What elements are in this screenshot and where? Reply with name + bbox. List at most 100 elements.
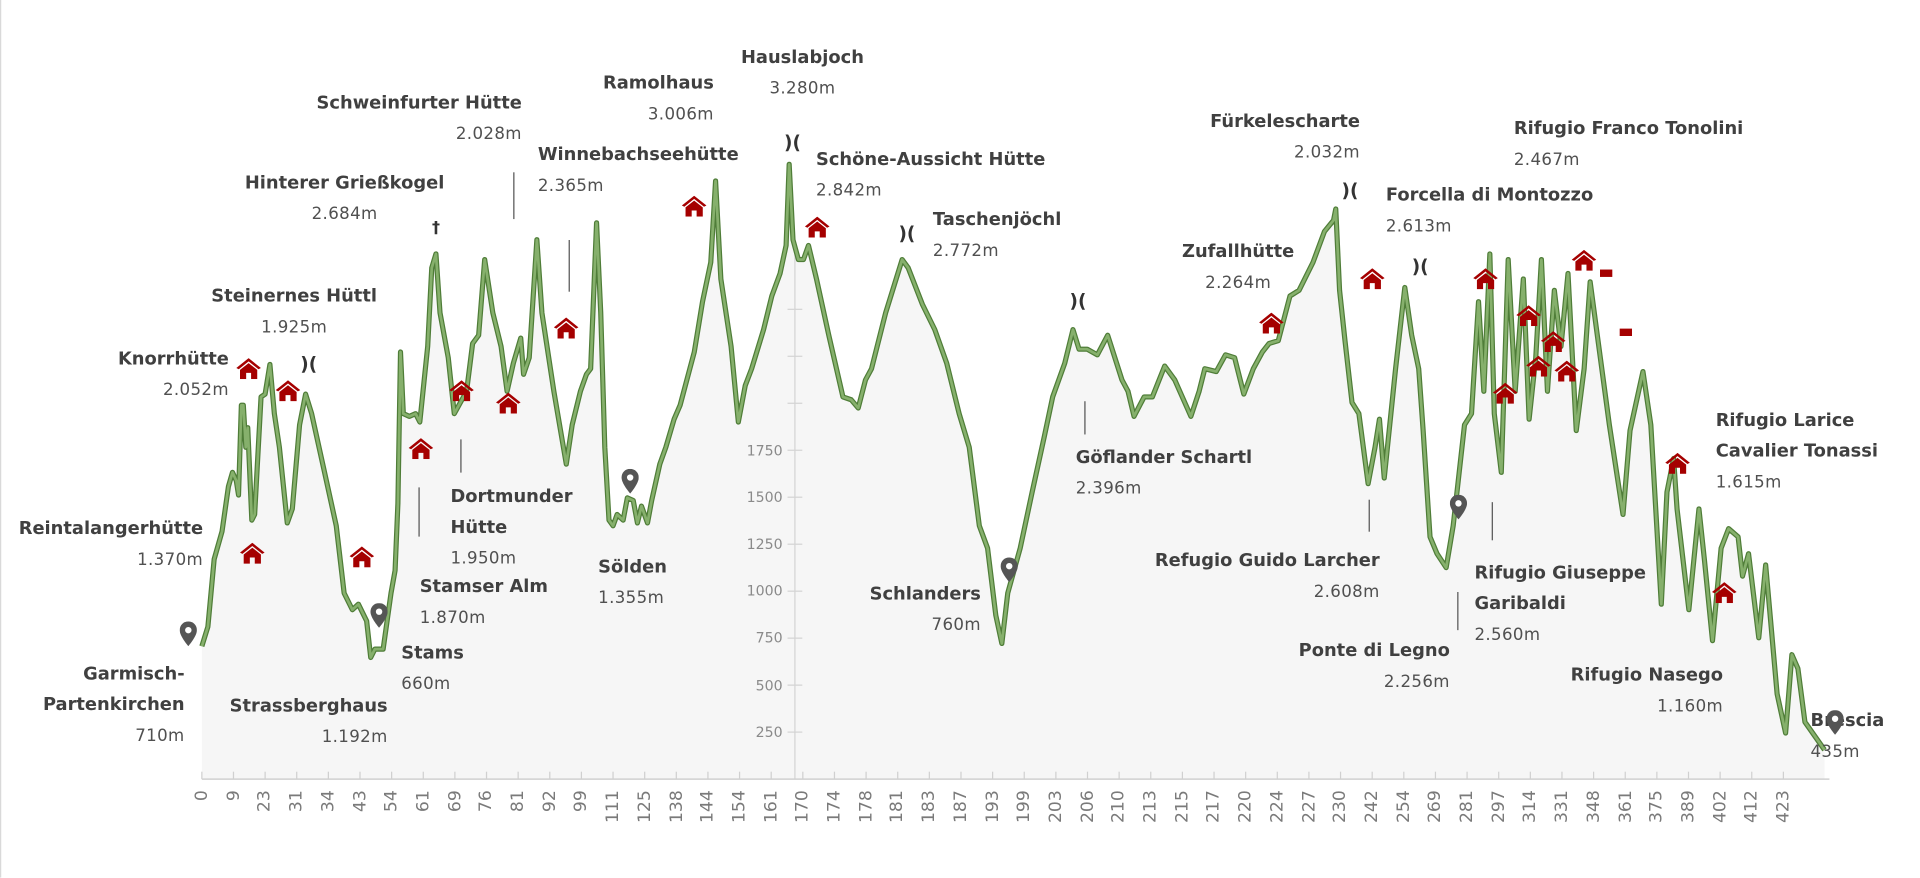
label-goeflander-schartl: Göflander Schartl 2.396m: [1076, 443, 1252, 505]
pass-icon: )(: [1069, 290, 1087, 313]
house-icon: [1492, 382, 1518, 410]
place-elevation: 2.613m: [1385, 216, 1452, 237]
label-hinterer-griesskogel: Hinterer Grießkogel 2.684m: [160, 169, 529, 231]
place-elevation: 2.842m: [816, 180, 882, 201]
x-tick-label: 375: [1647, 790, 1667, 824]
x-tick-label: 227: [1299, 790, 1319, 824]
x-tick-label: 144: [698, 790, 718, 824]
leader-line: [1491, 502, 1493, 541]
elevation-line: [200, 162, 1826, 751]
y-tick-label: 1000: [746, 582, 783, 600]
place-elevation: 2.396m: [1075, 478, 1142, 499]
elevation-area: [201, 164, 1825, 780]
place-name: Hinterer Grießkogel: [244, 173, 445, 194]
place-name: Steinernes Hüttl: [211, 286, 378, 307]
house-icon: [449, 380, 474, 407]
x-tick-label: 31: [286, 790, 307, 813]
x-tick-label: 125: [634, 790, 655, 824]
x-tick-label: 215: [1172, 790, 1193, 824]
place-elevation: 2.028m: [455, 124, 522, 145]
x-tick-label: 213: [1140, 790, 1161, 824]
house-icon: [1259, 312, 1284, 340]
flag-marker-icon: [1600, 269, 1613, 277]
place-name: Taschenjöchl: [932, 210, 1062, 231]
house-icon: [1540, 331, 1566, 358]
label-soelden: Sölden 1.355m: [598, 553, 667, 615]
x-tick-label: 389: [1678, 790, 1699, 824]
x-tick-label: 23: [255, 790, 275, 813]
y-tick-label: 250: [755, 723, 783, 741]
place-name: Forcella di Montozzo: [1385, 185, 1594, 206]
x-tick-label: 0: [192, 790, 212, 802]
house-icon: [1554, 360, 1580, 388]
place-elevation: 660m: [401, 674, 451, 695]
x-tick-label: 402: [1710, 790, 1730, 824]
label-schlanders: Schlanders 760m: [870, 580, 981, 642]
pass-icon: )(: [784, 131, 801, 154]
x-tick-label: 348: [1583, 790, 1604, 824]
place-name: Rifugio Larice Cavalier Tonassi: [1715, 411, 1879, 462]
leader-line: [513, 172, 515, 220]
x-tick-label: 193: [982, 790, 1003, 824]
y-tick-label: 1750: [746, 441, 783, 459]
x-tick-label: 161: [761, 790, 782, 824]
label-hauslabjoch: Hauslabjoch 3.280m: [618, 43, 987, 105]
y-tick-label: 1500: [746, 488, 783, 506]
label-stams: Stams 660m: [401, 639, 464, 701]
x-tick-label: 92: [539, 790, 560, 813]
x-tick-label: 210: [1109, 790, 1129, 824]
label-stamser-alm: Stamser Alm 1.870m: [420, 572, 548, 634]
x-tick-label: 81: [508, 790, 529, 813]
place-elevation: 1.870m: [419, 608, 486, 628]
house-icon: [1516, 305, 1541, 332]
label-rifugio-nasego: Rifugio Nasego 1.160m: [1571, 661, 1723, 723]
y-tick-label: 500: [755, 676, 783, 694]
pass-icon: )(: [300, 353, 318, 376]
house-icon: [1526, 355, 1551, 383]
x-tick-label: 242: [1362, 790, 1383, 824]
x-tick-label: 423: [1773, 790, 1794, 824]
x-tick-label: 76: [476, 790, 497, 813]
place-name: Schweinfurter Hütte: [316, 93, 522, 114]
leader-line: [1368, 499, 1370, 532]
place-name: Schlanders: [869, 584, 981, 605]
x-tick-label: 297: [1488, 790, 1509, 824]
label-ramolhaus: Ramolhaus 3.006m: [603, 69, 714, 131]
place-name: Stamser Alm: [419, 577, 548, 597]
x-tick-label: 99: [571, 790, 592, 813]
cross-icon: †: [432, 219, 441, 238]
place-elevation: 1.192m: [321, 727, 388, 748]
x-tick-label: 331: [1552, 790, 1572, 824]
place-name: Ramolhaus: [603, 73, 714, 94]
label-ponte-di-legno: Ponte di Legno 2.256m: [1299, 636, 1450, 698]
place-elevation: 3.006m: [647, 104, 714, 125]
y-tick-label: 750: [755, 629, 783, 647]
place-elevation: 1.160m: [1657, 696, 1724, 717]
label-schweinfurter-huette: Schweinfurter Hütte 2.028m: [317, 89, 522, 151]
house-icon: [1712, 582, 1737, 609]
map-pin-icon: [370, 603, 388, 634]
y-tick-label: 1250: [746, 535, 783, 553]
x-tick-label: 111: [603, 790, 623, 824]
place-elevation: 2.052m: [162, 380, 229, 401]
map-pin-icon: [621, 468, 639, 500]
place-elevation: 435m: [1810, 742, 1860, 762]
x-tick-label: 269: [1425, 790, 1446, 824]
label-garmisch-partenkirchen: Garmisch- Partenkirchen 710m: [43, 660, 185, 752]
place-elevation: 2.684m: [311, 204, 378, 225]
place-name: Zufallhütte: [1182, 242, 1295, 263]
house-icon: [275, 380, 301, 407]
place-elevation: 3.280m: [769, 78, 836, 99]
place-name: Dortmunder Hütte: [450, 487, 573, 538]
x-tick-label: 203: [1046, 790, 1066, 824]
label-forcella-di-montozzo: Forcella di Montozzo 2.613m: [1386, 181, 1593, 243]
place-elevation: 1.370m: [137, 550, 204, 570]
label-rifugio-larice-cavalier-tonassi: Rifugio Larice Cavalier Tonassi 1.615m: [1716, 406, 1878, 498]
house-icon: [496, 392, 521, 420]
label-refugio-guido-larcher: Refugio Guido Larcher 2.608m: [1155, 546, 1380, 608]
x-tick-label: 361: [1615, 790, 1636, 824]
x-tick-label: 206: [1077, 790, 1098, 824]
map-pin-icon: [179, 621, 197, 653]
